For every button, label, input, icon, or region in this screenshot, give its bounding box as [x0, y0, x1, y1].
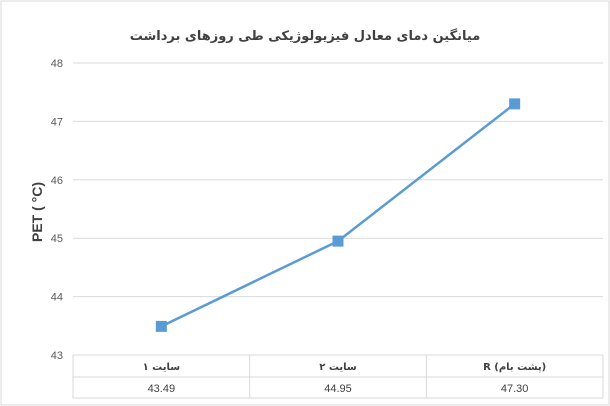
chart-title: میانگین دمای معادل فیزیولوژیکی طی روزهای… [130, 28, 481, 44]
data-table: سایت ۱ سایت ۲ R (پشت بام) 43.49 44.95 47.30 [72, 355, 604, 399]
y-axis-ticks: 43 44 45 46 47 48 [51, 58, 63, 362]
y-tick-label: 45 [51, 233, 63, 245]
data-table-value: 43.49 [148, 383, 176, 395]
x-category-label: سایت ۲ [319, 362, 357, 373]
data-point [155, 320, 167, 332]
y-tick-label: 46 [51, 175, 63, 187]
data-point [509, 98, 521, 110]
series-layer [155, 98, 521, 332]
y-tick-label: 48 [51, 58, 63, 70]
x-category-label: R (پشت بام) [483, 362, 546, 373]
y-axis-label: PET ( °C) [29, 182, 45, 242]
data-point [332, 235, 344, 247]
data-table-value: 47.30 [501, 383, 529, 395]
data-table-value: 44.95 [324, 383, 352, 395]
y-tick-label: 43 [51, 350, 63, 362]
x-category-label: سایت ۱ [143, 362, 181, 373]
y-tick-label: 44 [51, 292, 63, 304]
y-tick-label: 47 [51, 116, 63, 128]
